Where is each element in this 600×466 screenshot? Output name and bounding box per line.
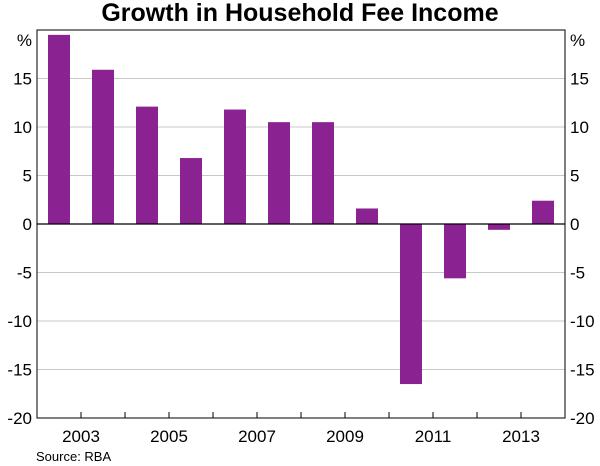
x-tick-label: 2009 xyxy=(326,427,364,446)
y-tick-label-right: 10 xyxy=(570,118,589,137)
y-tick-label-left: -5 xyxy=(17,264,32,283)
bar-2002 xyxy=(48,34,70,224)
y-tick-label-left: -20 xyxy=(7,409,32,428)
x-tick-label: 2007 xyxy=(238,427,276,446)
axes xyxy=(36,29,566,419)
chart-title: Growth in Household Fee Income xyxy=(101,0,499,27)
y-tick-label-left: 10 xyxy=(13,118,32,137)
y-tick-label-left: -15 xyxy=(7,361,32,380)
x-tick-label: 2005 xyxy=(150,427,188,446)
bar-2003 xyxy=(92,69,114,225)
x-tick-label: 2003 xyxy=(62,427,100,446)
bar-2004 xyxy=(136,106,158,224)
y-tick-label-right: 0 xyxy=(570,215,579,234)
y-tick-label-right: 15 xyxy=(570,70,589,89)
y-unit-left: % xyxy=(17,31,32,50)
bar-2009 xyxy=(356,208,378,224)
bar-2012 xyxy=(488,224,510,230)
y-tick-label-left: 0 xyxy=(23,215,32,234)
x-tick-label: 2013 xyxy=(502,427,540,446)
bar-2010 xyxy=(400,224,422,385)
y-tick-label-right: -20 xyxy=(570,409,595,428)
y-tick-label-left: -10 xyxy=(7,312,32,331)
y-tick-label-left: 15 xyxy=(13,70,32,89)
bar-2008 xyxy=(312,122,334,224)
bar-2011 xyxy=(444,224,466,279)
y-tick-label-right: -15 xyxy=(570,361,595,380)
x-tick-label: 2011 xyxy=(415,427,452,446)
gridlines xyxy=(37,29,565,370)
bar-2007 xyxy=(268,122,290,224)
y-tick-label-right: 5 xyxy=(570,167,579,186)
y-tick-label-right: -5 xyxy=(570,264,585,283)
y-unit-right: % xyxy=(570,31,585,50)
bars xyxy=(48,34,554,385)
bar-2013 xyxy=(532,200,554,224)
bar-2006 xyxy=(224,109,246,224)
labels: -20 -20 -15 -15 -10 -10 -5 -5 0 0 5 5 10 10 15 15% % 2003… xyxy=(7,31,594,446)
y-tick-label-right: -10 xyxy=(570,312,595,331)
bar-2005 xyxy=(180,158,202,224)
y-tick-label-left: 5 xyxy=(23,167,32,186)
source-note: Source: RBA xyxy=(36,449,112,464)
